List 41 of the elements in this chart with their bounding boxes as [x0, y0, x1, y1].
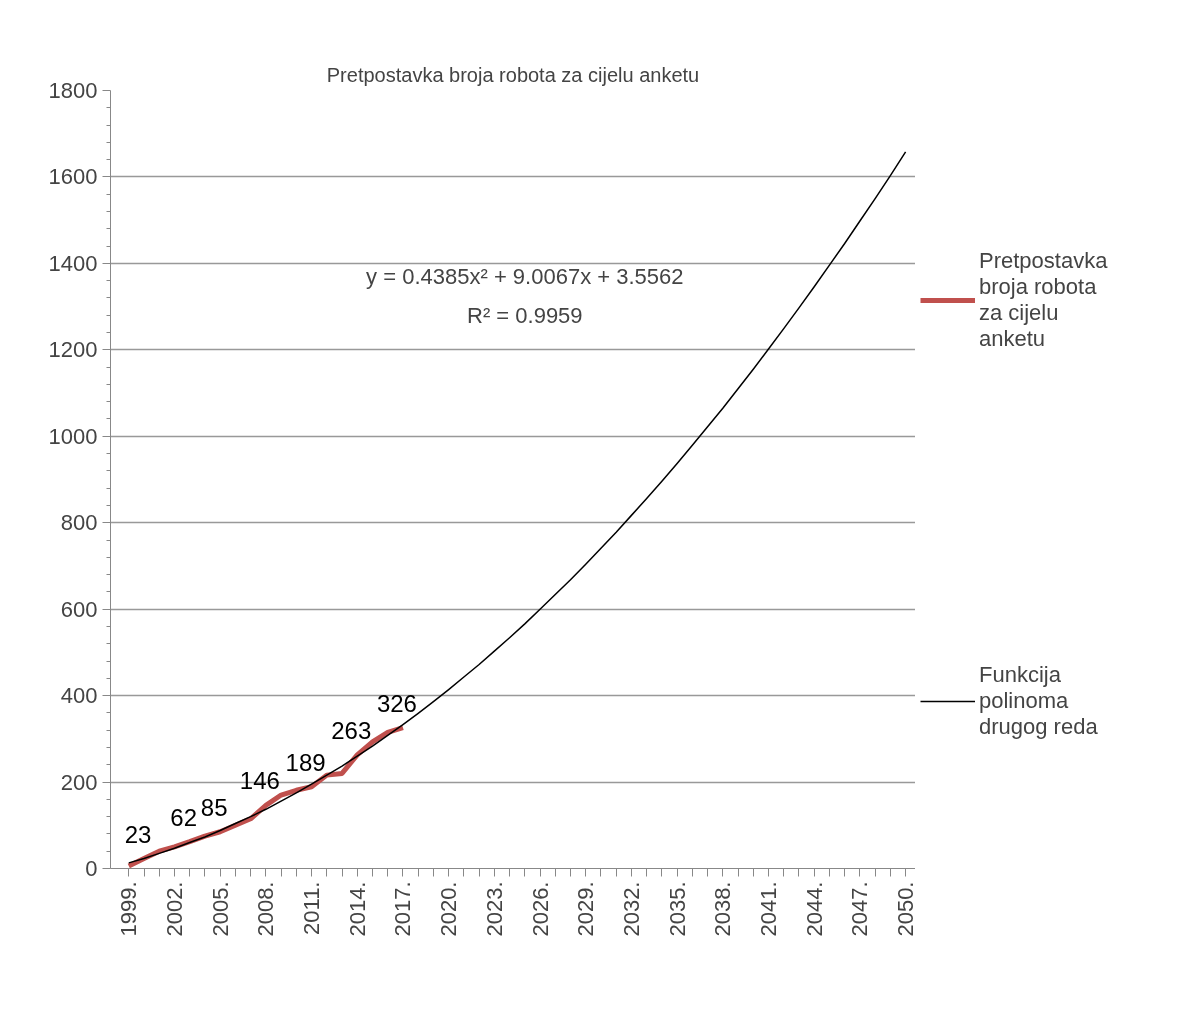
data-label: 189: [285, 748, 326, 776]
data-label: 85: [200, 793, 228, 821]
annotation: y = 0.4385x² + 9.0067x + 3.5562: [366, 264, 684, 290]
y-tick-label: 1800: [48, 78, 98, 103]
x-tick-label: 2026.: [527, 881, 553, 937]
y-tick-label: 800: [60, 510, 98, 536]
x-tick-label: 2041.: [756, 881, 782, 937]
x-tick-label: 2011.: [299, 881, 325, 935]
x-tick-label: 2002.: [161, 881, 187, 937]
x-tick-label: 2023.: [481, 881, 507, 937]
x-tick-label: 2038.: [710, 881, 736, 937]
x-tick-label: 2005.: [207, 881, 233, 937]
x-tick-label: 2050.: [893, 881, 919, 937]
y-tick-label: 1600: [48, 164, 98, 190]
x-tick-label: 2014.: [344, 881, 370, 937]
y-tick-label: 1400: [48, 250, 98, 276]
x-tick-label: 2044.: [801, 881, 827, 937]
legend-label: Funkcija polinoma drugog reda: [979, 662, 1098, 740]
x-tick-label: 2047.: [847, 881, 873, 937]
data-label: 326: [376, 689, 417, 717]
chart-title: Pretpostavka broja robota za cijelu anketu: [326, 63, 700, 86]
y-tick-label: 200: [60, 769, 98, 795]
y-tick-label: 600: [60, 596, 98, 622]
x-tick-label: 2008.: [253, 881, 279, 937]
y-tick-label: 400: [60, 683, 98, 709]
y-tick-label: 1200: [48, 337, 98, 363]
y-tick-label: 0: [85, 856, 98, 881]
x-tick-label: 2017.: [390, 881, 416, 937]
data-label: 23: [124, 820, 152, 848]
x-tick-label: 1999.: [116, 881, 142, 937]
x-tick-label: 2020.: [436, 881, 462, 937]
y-tick-label: 1000: [48, 423, 98, 449]
x-tick-label: 2035.: [664, 881, 690, 937]
annotation: R² = 0.9959: [467, 303, 583, 329]
data-label: 146: [239, 767, 280, 795]
legend-label: Pretpostavka broja robota za cijelu anketu: [979, 248, 1108, 352]
data-label: 263: [331, 716, 372, 744]
x-tick-label: 2032.: [618, 881, 644, 937]
data-label: 62: [170, 803, 198, 831]
x-tick-label: 2029.: [573, 881, 599, 937]
line-series: [128, 151, 907, 864]
